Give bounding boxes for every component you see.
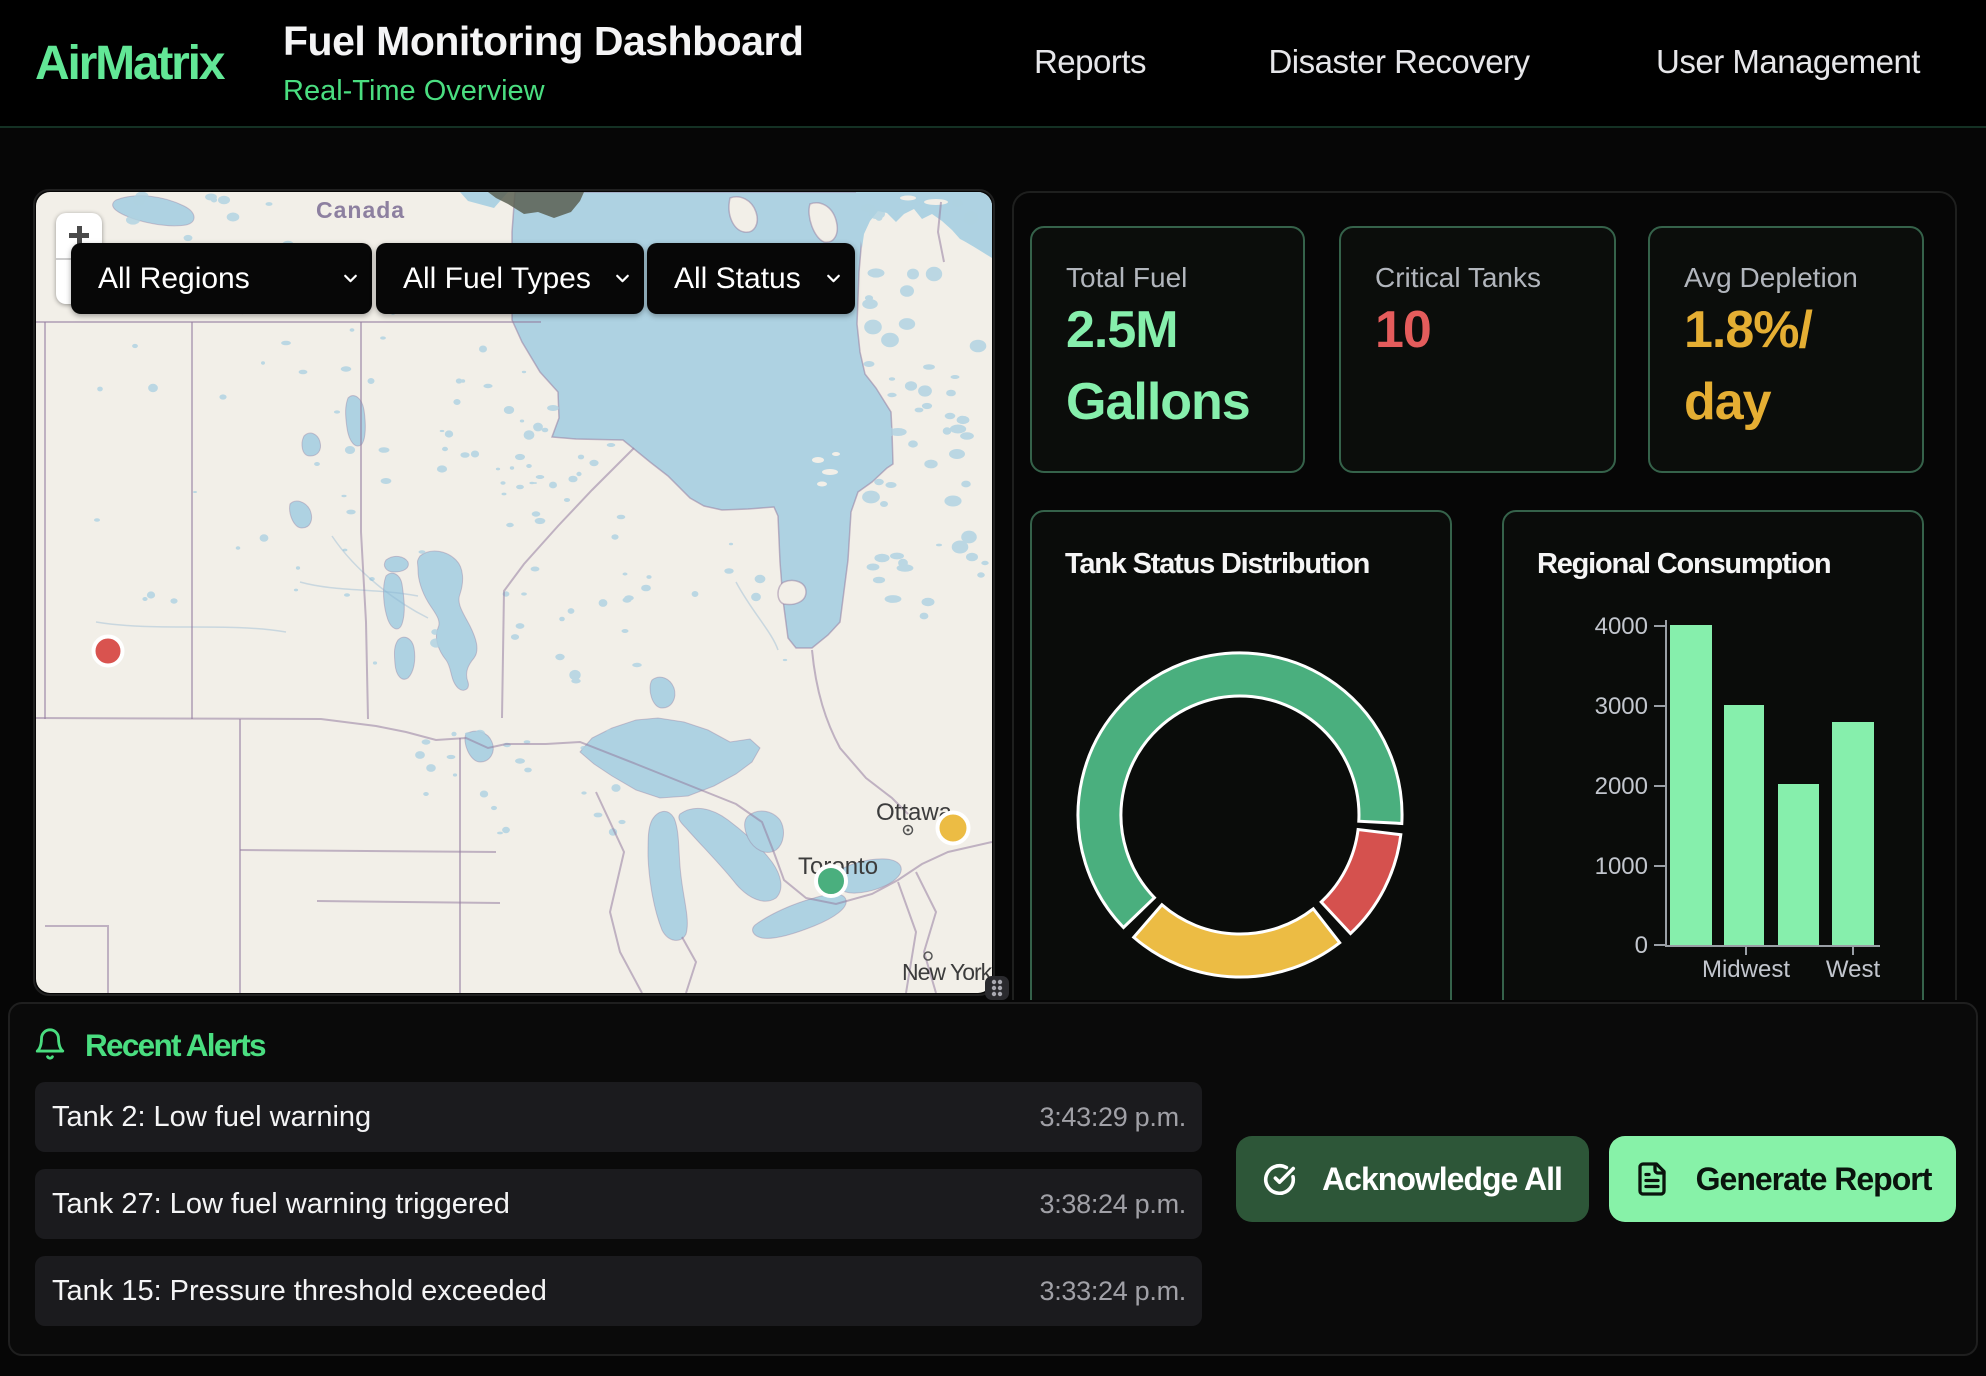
svg-text:1000: 1000 (1595, 853, 1648, 880)
svg-text:3000: 3000 (1595, 693, 1648, 720)
svg-text:Midwest: Midwest (1702, 956, 1790, 983)
svg-text:4000: 4000 (1595, 613, 1648, 640)
svg-text:West: West (1826, 956, 1881, 983)
svg-text:Canada: Canada (316, 197, 405, 223)
svg-text:New York: New York (902, 959, 992, 985)
svg-text:0: 0 (1635, 932, 1648, 959)
svg-text:2000: 2000 (1595, 773, 1648, 800)
